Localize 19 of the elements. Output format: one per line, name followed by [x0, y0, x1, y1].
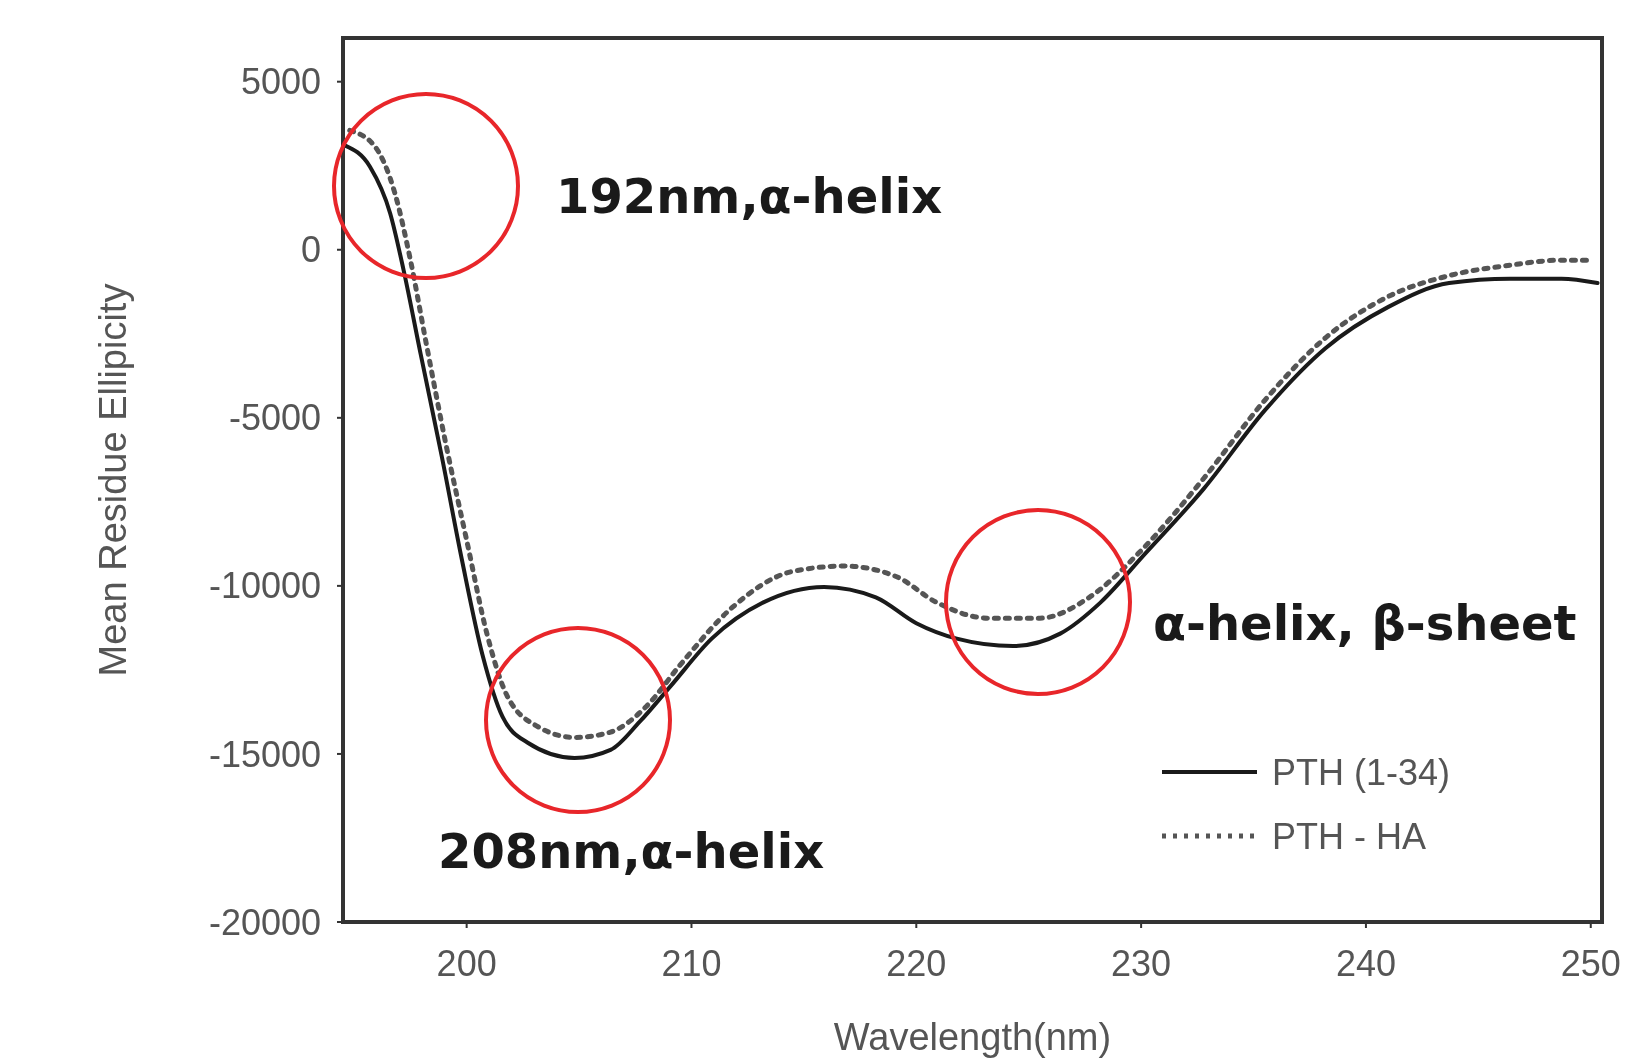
y-axis-title: Mean Residue Ellipicity	[92, 283, 134, 677]
x-tick-label: 210	[661, 943, 722, 984]
annotation: 208nm,α-helix	[438, 823, 825, 879]
y-tick-label: -20000	[208, 901, 321, 943]
y-tick-label: 5000	[240, 61, 321, 103]
legend-label: PTH - HA	[1272, 815, 1427, 857]
y-tick-label: -15000	[208, 733, 321, 775]
legend-label: PTH (1-34)	[1272, 751, 1451, 793]
y-tick-label: 0	[300, 229, 321, 271]
x-tick-label: 250	[1560, 943, 1621, 984]
x-tick-label: 200	[436, 943, 497, 984]
annotation: 192nm,α-helix	[556, 168, 943, 224]
y-tick-label: -5000	[228, 397, 321, 439]
x-tick-label: 220	[886, 943, 947, 984]
annotation: α-helix, β-sheet	[1153, 595, 1577, 651]
x-tick-label: 230	[1111, 943, 1172, 984]
x-tick-label: 240	[1335, 943, 1396, 984]
x-axis-title: Wavelength(nm)	[833, 1016, 1112, 1058]
y-tick-label: -10000	[208, 565, 321, 607]
